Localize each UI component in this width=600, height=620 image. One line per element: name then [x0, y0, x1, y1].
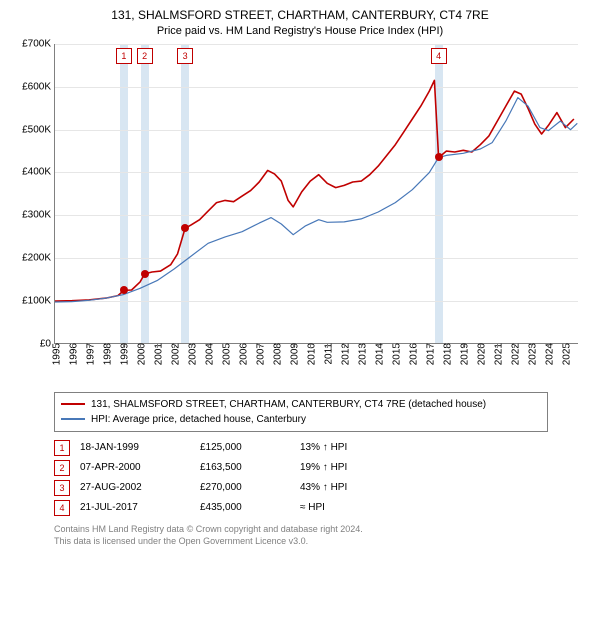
series-hpi: [55, 97, 577, 301]
y-tick-label: £100K: [22, 296, 55, 307]
table-row: 2 07-APR-2000£163,50019% ↑ HPI: [54, 458, 357, 478]
chart-title-line1: 131, SHALMSFORD STREET, CHARTHAM, CANTER…: [12, 8, 588, 24]
legend-label: 131, SHALMSFORD STREET, CHARTHAM, CANTER…: [91, 397, 486, 412]
chart-plot: £0£100K£200K£300K£400K£500K£600K£700K199…: [12, 44, 588, 384]
series-property: [55, 80, 574, 301]
transaction-marker: 4: [431, 48, 447, 64]
chart-lines: [55, 44, 579, 344]
chart-title-line2: Price paid vs. HM Land Registry's House …: [12, 24, 588, 38]
transaction-marker: 2: [54, 460, 70, 476]
transaction-dot: [120, 286, 128, 294]
legend-label: HPI: Average price, detached house, Cant…: [91, 412, 306, 427]
footer-line1: Contains HM Land Registry data © Crown c…: [54, 524, 588, 536]
footer: Contains HM Land Registry data © Crown c…: [54, 524, 588, 547]
transaction-dot: [181, 224, 189, 232]
transaction-price: £435,000: [200, 498, 300, 518]
transaction-marker: 4: [54, 500, 70, 516]
legend: 131, SHALMSFORD STREET, CHARTHAM, CANTER…: [54, 392, 548, 432]
transaction-date: 27-AUG-2002: [80, 478, 200, 498]
transaction-date: 07-APR-2000: [80, 458, 200, 478]
legend-swatch: [61, 403, 85, 405]
transaction-delta: 19% ↑ HPI: [300, 458, 357, 478]
transaction-delta: ≈ HPI: [300, 498, 357, 518]
y-tick-label: £300K: [22, 210, 55, 221]
table-row: 3 27-AUG-2002£270,00043% ↑ HPI: [54, 478, 357, 498]
legend-item: 131, SHALMSFORD STREET, CHARTHAM, CANTER…: [61, 397, 541, 412]
table-row: 1 18-JAN-1999£125,00013% ↑ HPI: [54, 438, 357, 458]
legend-item: HPI: Average price, detached house, Cant…: [61, 412, 541, 427]
y-tick-label: £500K: [22, 124, 55, 135]
transaction-delta: 43% ↑ HPI: [300, 478, 357, 498]
transaction-date: 21-JUL-2017: [80, 498, 200, 518]
table-row: 4 21-JUL-2017£435,000≈ HPI: [54, 498, 357, 518]
y-tick-label: £200K: [22, 253, 55, 264]
transaction-price: £270,000: [200, 478, 300, 498]
y-tick-label: £700K: [22, 38, 55, 49]
transaction-price: £163,500: [200, 458, 300, 478]
y-tick-label: £400K: [22, 167, 55, 178]
transaction-date: 18-JAN-1999: [80, 438, 200, 458]
plot-area: £0£100K£200K£300K£400K£500K£600K£700K199…: [54, 44, 578, 344]
y-tick-label: £600K: [22, 81, 55, 92]
transaction-marker: 3: [177, 48, 193, 64]
transaction-price: £125,000: [200, 438, 300, 458]
transaction-dot: [141, 270, 149, 278]
footer-line2: This data is licensed under the Open Gov…: [54, 536, 588, 548]
transaction-marker: 1: [116, 48, 132, 64]
transaction-marker: 3: [54, 480, 70, 496]
transaction-dot: [435, 153, 443, 161]
transaction-marker: 2: [137, 48, 153, 64]
transactions-table: 1 18-JAN-1999£125,00013% ↑ HPI 2 07-APR-200…: [54, 438, 357, 518]
legend-swatch: [61, 418, 85, 420]
transaction-marker: 1: [54, 440, 70, 456]
transaction-delta: 13% ↑ HPI: [300, 438, 357, 458]
